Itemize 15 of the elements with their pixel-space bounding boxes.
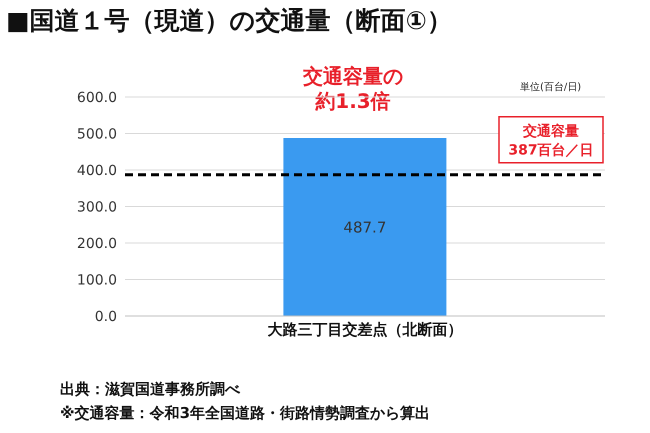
y-tick-label: 400.0 <box>76 162 117 179</box>
y-tick-label: 600.0 <box>76 90 117 106</box>
y-tick-label: 200.0 <box>76 236 117 252</box>
y-tick-label: 100.0 <box>76 272 117 288</box>
y-tick-label: 300.0 <box>76 199 117 216</box>
data-label: 487.7 <box>343 218 386 236</box>
x-tick-label: 大路三丁目交差点（北断面） <box>268 320 462 339</box>
y-axis-title: 単位(百台/日) <box>520 80 582 94</box>
text: 交通容量の <box>302 64 404 89</box>
chart-title: ■国道１号（現道）の交通量（断面①） <box>6 5 452 37</box>
text: ※交通容量：令和3年全国道路・街路情勢調査から算出 <box>60 404 430 423</box>
source-note: 出典：滋賀国道事務所調べ <box>60 380 240 399</box>
y-tick-label: 500.0 <box>76 126 117 142</box>
ref-line-label: 交通容量 387百台／日 <box>508 122 594 159</box>
y-tick-label: 0.0 <box>94 308 117 325</box>
